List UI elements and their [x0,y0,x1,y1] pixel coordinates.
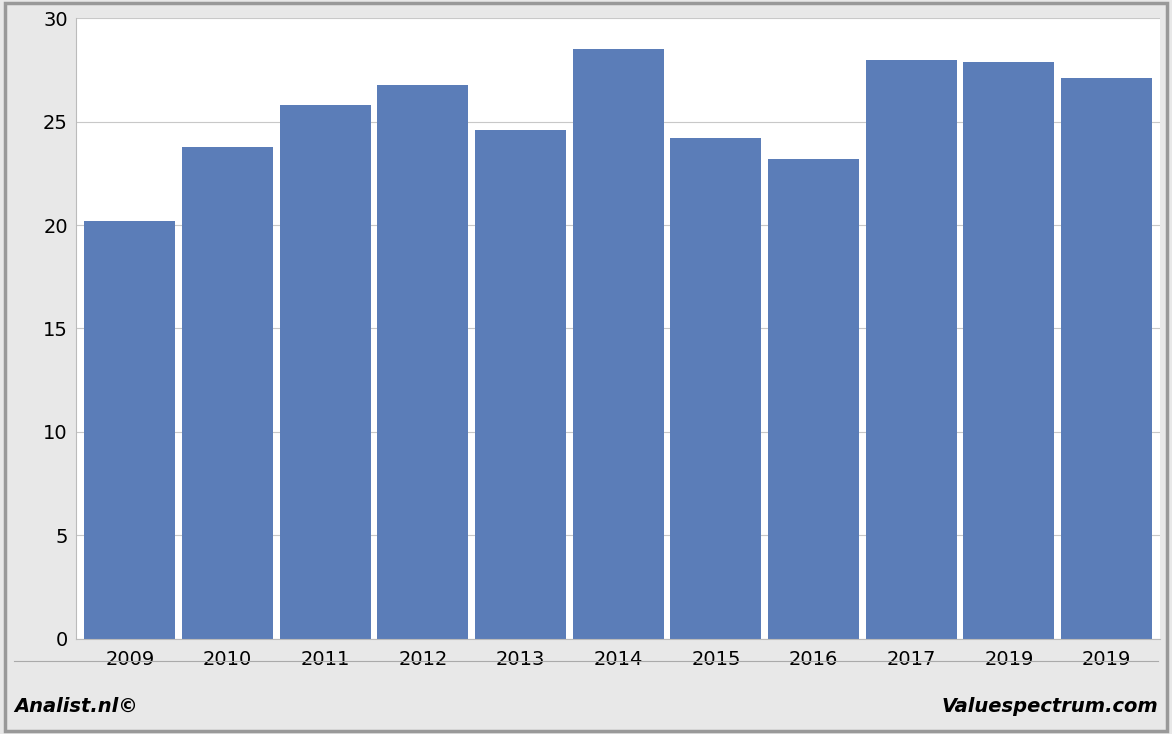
Bar [280,105,370,639]
Bar [670,138,762,639]
Bar [573,49,663,639]
Bar [768,159,859,639]
Bar [475,130,566,639]
Text: Valuespectrum.com: Valuespectrum.com [941,697,1158,716]
Bar [377,84,469,639]
Text: Analist.nl©: Analist.nl© [14,697,138,716]
Bar [1061,79,1152,639]
Bar [866,59,956,639]
Bar [182,147,273,639]
Bar [84,221,176,639]
Bar [963,62,1055,639]
